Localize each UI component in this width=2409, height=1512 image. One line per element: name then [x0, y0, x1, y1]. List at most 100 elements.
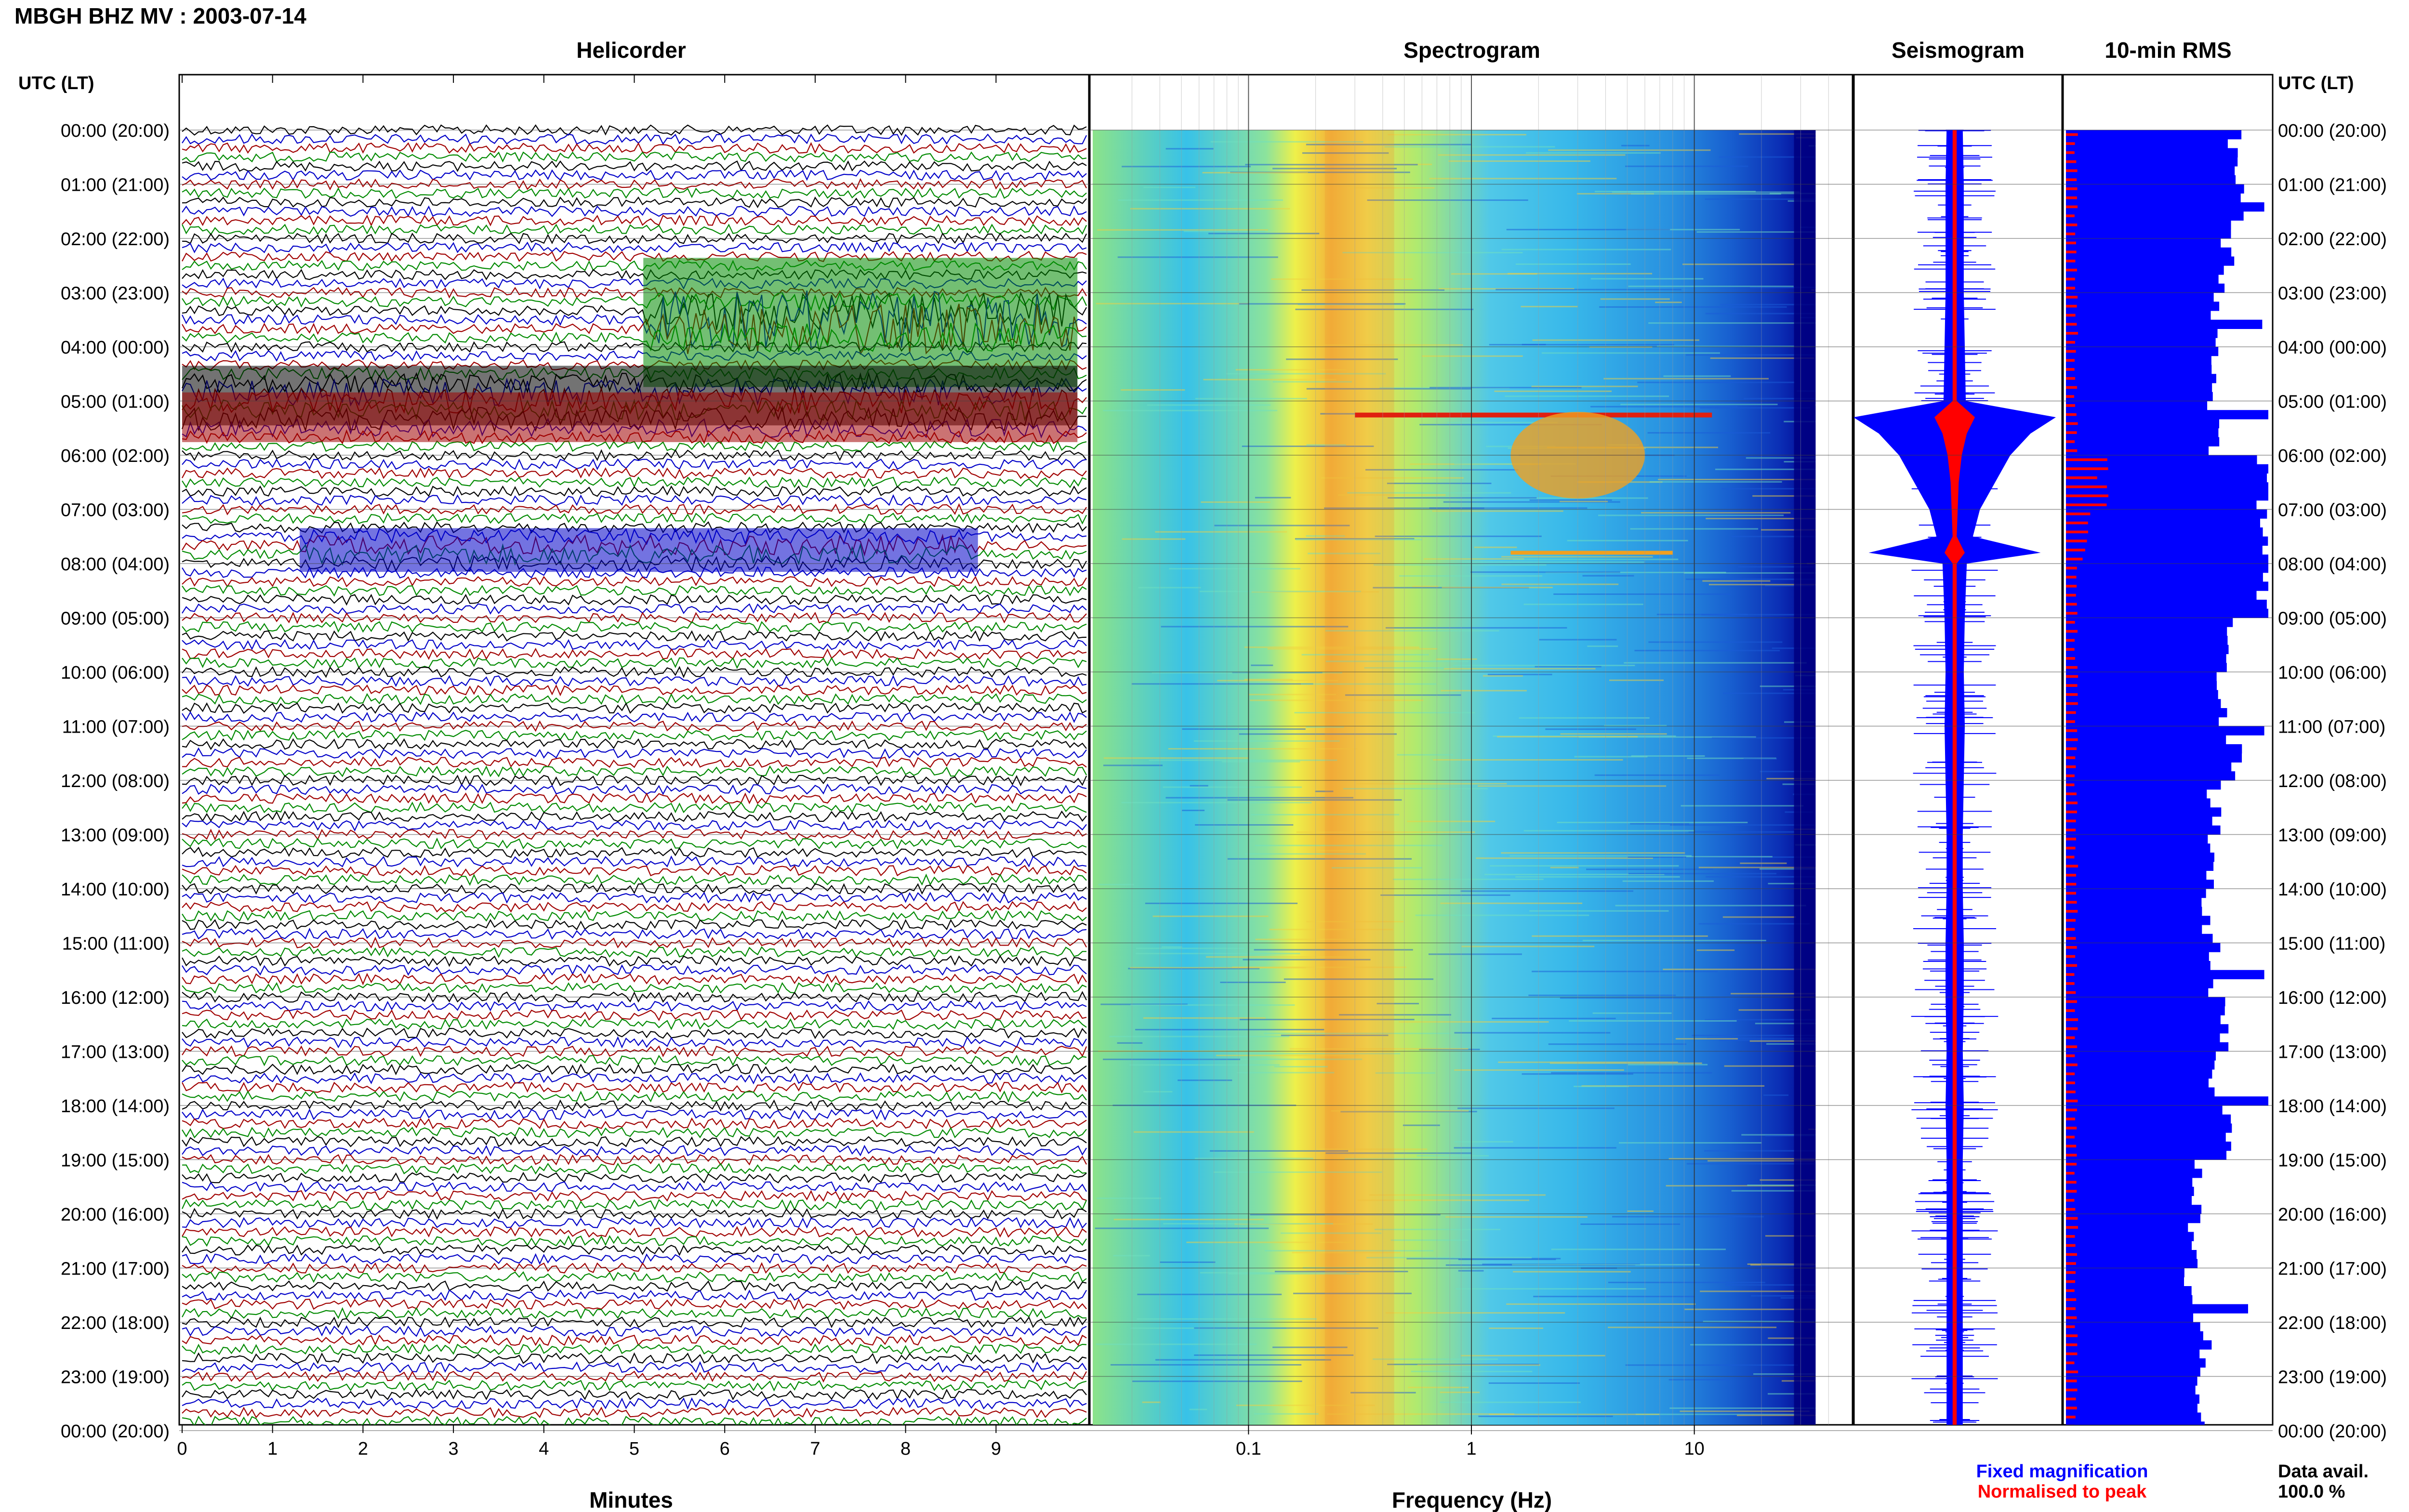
rms-fixed-bar — [2066, 148, 2238, 158]
spectrogram-streak — [1628, 285, 1794, 287]
rms-fixed-bar — [2066, 581, 2268, 591]
helicorder-trace — [182, 1063, 1087, 1076]
spectrogram-streak — [1627, 1210, 1654, 1212]
helicorder-trace — [182, 810, 1087, 822]
helicorder-trace — [182, 241, 1087, 253]
rms-normalised-bar — [2066, 458, 2107, 461]
rms-fixed-bar — [2066, 518, 2261, 528]
data-avail-label: Data avail. — [2278, 1461, 2369, 1482]
rms-normalised-bar — [2066, 1171, 2075, 1175]
rms-normalised-bar — [2066, 1217, 2078, 1220]
spectrogram-streak — [1501, 556, 1653, 558]
helicorder-trace — [182, 467, 1087, 479]
helicorder-trace — [182, 882, 1087, 895]
spectrogram-streak — [1767, 1393, 1816, 1395]
spectrogram-streak — [1142, 1401, 1161, 1403]
spectrogram-streak — [1663, 968, 1816, 970]
helicorder-trace — [182, 756, 1087, 768]
rms-fixed-bar — [2066, 979, 2213, 988]
rms-normalised-bar — [2066, 1000, 2077, 1003]
spectrogram-streak — [1720, 303, 1816, 305]
spectrogram-streak — [1208, 233, 1320, 235]
spectrogram-streak — [1478, 1415, 1613, 1417]
spectrogram-streak — [1214, 525, 1350, 526]
rms-fixed-bar — [2066, 1196, 2192, 1205]
spectrogram-streak — [1242, 446, 1374, 447]
helicorder-trace — [182, 1027, 1087, 1039]
helicorder-trace — [182, 774, 1087, 787]
rms-fixed-bar — [2066, 545, 2263, 555]
helicorder-trace — [182, 133, 1087, 145]
rms-normalised-bar — [2066, 395, 2075, 398]
spectrogram-streak — [1340, 1111, 1477, 1113]
spectrogram-streak — [1532, 971, 1718, 973]
rms-fixed-bar — [2066, 1006, 2225, 1015]
helicorder-trace — [182, 783, 1087, 795]
helicorder-trace — [182, 1171, 1087, 1183]
rms-fixed-bar — [2066, 907, 2202, 916]
spectrogram-streak — [1770, 193, 1816, 195]
spectrogram-streak — [1731, 1190, 1816, 1192]
spectrogram-streak — [1239, 303, 1406, 305]
hour-tick-label-right: 11:00 (07:00) — [2278, 717, 2385, 737]
rms-fixed-bar — [2066, 916, 2210, 925]
hour-tick-label-right: 13:00 (09:00) — [2278, 826, 2387, 846]
rms-normalised-bar — [2066, 386, 2078, 389]
rms-normalised-bar — [2066, 1144, 2077, 1148]
spectrogram-streak — [1635, 1413, 1801, 1415]
rms-normalised-bar — [2066, 1063, 2078, 1066]
spectrogram-streak — [1545, 572, 1726, 574]
helicorder-trace — [182, 1117, 1087, 1130]
rms-normalised-bar — [2066, 593, 2076, 597]
rms-fixed-bar — [2066, 699, 2221, 709]
rms-normalised-bar — [2066, 657, 2075, 660]
helicorder-trace — [182, 611, 1087, 624]
spectrogram-streak — [1738, 566, 1816, 568]
spectrogram-streak — [1343, 788, 1488, 789]
spectrogram-streak — [1535, 666, 1602, 668]
spectrogram-streak — [1696, 231, 1816, 233]
helicorder-trace — [182, 1162, 1087, 1175]
helicorder-trace — [182, 846, 1087, 858]
helicorder-trace — [182, 729, 1087, 741]
spectrogram-streak — [1194, 1157, 1314, 1159]
spectrogram-event — [1510, 551, 1673, 555]
rms-fixed-bar — [2066, 880, 2214, 889]
spectrogram-title: Spectrogram — [1403, 38, 1540, 63]
spectrogram-streak — [1702, 580, 1771, 582]
spectrogram-streak — [1130, 1004, 1295, 1006]
rms-fixed-bar — [2066, 1178, 2193, 1187]
rms-normalised-bar — [2066, 169, 2078, 172]
rms-fixed-bar — [2066, 347, 2219, 356]
spectrogram-streak — [1306, 535, 1345, 537]
spectrogram-streak — [1205, 956, 1358, 958]
helicorder-trace — [182, 1280, 1087, 1292]
spectrogram-streak — [1294, 712, 1475, 714]
spectrogram-streak — [1194, 1327, 1378, 1329]
rms-fixed-bar — [2066, 283, 2225, 293]
spectrogram-streak — [1168, 748, 1358, 750]
spectrogram-streak — [1272, 1346, 1348, 1348]
spectrogram-streak — [1244, 679, 1293, 681]
spectrogram-streak — [1551, 1072, 1712, 1074]
hour-tick-label-left: 16:00 (12:00) — [61, 988, 170, 1008]
helicorder-trace — [182, 1361, 1087, 1373]
rms-normalised-bar — [2066, 494, 2109, 498]
hour-tick-label-left: 23:00 (19:00) — [61, 1367, 170, 1388]
hour-tick-label-right: 15:00 (11:00) — [2278, 934, 2385, 954]
hour-tick-label-left: 00:00 (20:00) — [61, 121, 170, 141]
spectrogram-streak — [1515, 876, 1680, 878]
spectrogram-streak — [1712, 737, 1816, 739]
spectrogram-streak — [1690, 1344, 1816, 1346]
spectrogram-streak — [1551, 1249, 1726, 1250]
spectrogram-streak — [1755, 1023, 1816, 1025]
spectrogram-streak — [1498, 1061, 1678, 1063]
spectrogram-streak — [1388, 134, 1526, 136]
seismogram-normalised-envelope — [1934, 130, 1975, 1425]
spectrogram-streak — [1390, 1239, 1469, 1241]
spectrogram-streak — [1628, 1064, 1708, 1065]
spectrogram-streak — [1325, 1152, 1472, 1154]
spectrogram-streak — [1521, 306, 1578, 308]
helicorder-trace — [182, 1135, 1087, 1147]
rms-normalised-bar — [2066, 828, 2076, 831]
